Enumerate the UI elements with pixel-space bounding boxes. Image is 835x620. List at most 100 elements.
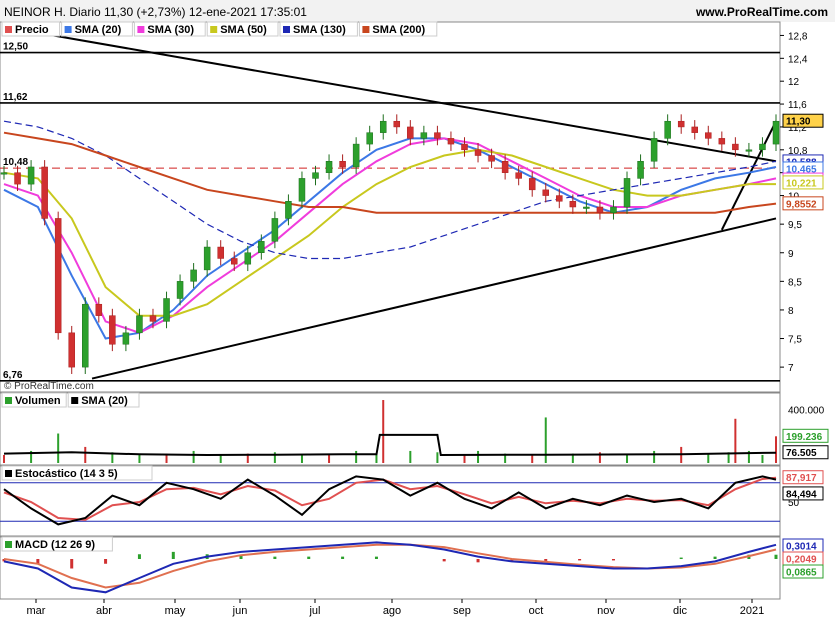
volume-sma-line [3, 433, 777, 457]
price-candle [285, 201, 292, 219]
macd-histogram-bar [104, 559, 108, 564]
price-candle [0, 172, 8, 175]
price-legend-chip [358, 21, 438, 37]
price-candle [650, 138, 658, 162]
series-line-sma-30 [3, 137, 777, 334]
price-candle [691, 126, 698, 133]
price-candle [677, 120, 685, 128]
price-legend-chip [1, 21, 61, 37]
price-legend-label: SMA (30) [147, 24, 194, 36]
price-tick-label: 11,6 [788, 100, 807, 111]
price-candle [203, 246, 211, 271]
volume-bar [219, 454, 222, 463]
month-axis: mar abr may jun jul ago sep oct nov dic 2021 [27, 599, 764, 617]
price-tick-label: 7 [788, 363, 794, 374]
price-legend-chip [206, 21, 279, 37]
volume-plot [3, 400, 777, 463]
price-tick-label: 8 [788, 306, 794, 317]
price-legend-chip [279, 21, 358, 37]
price-candle [190, 269, 197, 282]
level-label: 12,50 [3, 42, 28, 53]
macd-histogram-bar [36, 559, 40, 564]
volume-legend-chip [67, 392, 140, 408]
month-label: dic [673, 605, 688, 617]
price-legend-label: Precio [15, 24, 49, 36]
macd-histogram-bar [713, 556, 717, 559]
price-candle [434, 132, 441, 139]
stochastic-panel [0, 465, 781, 537]
stochastic-tick-label: 50 [788, 498, 800, 509]
price-legend-label: SMA (130) [293, 24, 346, 36]
volume-bar [707, 453, 710, 463]
price-candle [149, 315, 157, 322]
month-label: jul [308, 605, 320, 617]
price-candle [122, 332, 130, 345]
stochastic-k-line [3, 475, 777, 526]
price-tick-label: 7,5 [788, 335, 802, 346]
site-credit: www.ProRealTime.com [695, 5, 828, 19]
stochastic-legend-chip [1, 465, 153, 481]
volume-bar [477, 450, 480, 463]
month-label: abr [96, 605, 112, 617]
volume-bar [192, 450, 195, 463]
price-candle [759, 143, 766, 151]
price-candle [447, 138, 455, 145]
macd-histogram-bar [2, 559, 6, 562]
volume-bar [598, 452, 601, 463]
volume-bar [375, 453, 378, 463]
price-tick-label: 12 [788, 77, 800, 88]
price-value-tag [782, 175, 824, 190]
volume-legend: Volumen SMA (20) [1, 392, 140, 408]
volume-bar [138, 454, 141, 463]
volume-bar [57, 433, 60, 463]
price-candle [82, 303, 89, 368]
volume-bar [775, 436, 777, 463]
stochastic-plot [0, 475, 780, 526]
price-candle [515, 172, 522, 179]
macd-histogram-bar [307, 556, 311, 559]
price-candle [393, 120, 401, 128]
price-legend: Precio SMA (20) SMA (30) SMA (50) SMA (130) S… [1, 21, 438, 37]
price-candle [610, 206, 617, 213]
macd-histogram-bar [273, 556, 277, 559]
stochastic-value-tag [782, 470, 824, 485]
price-candle [54, 218, 62, 334]
price-candle [352, 143, 360, 168]
volume-bar [355, 450, 358, 463]
macd-histogram-bar [679, 557, 683, 559]
price-candle [718, 138, 726, 145]
price-legend-swatch [137, 26, 145, 33]
price-candle [14, 172, 21, 185]
volume-bar [328, 453, 331, 463]
month-label: nov [597, 605, 615, 617]
price-candle [528, 178, 536, 191]
macd-histogram-bar [374, 556, 378, 559]
volume-legend-label: SMA (20) [81, 395, 128, 407]
volume-legend-swatch [71, 397, 79, 404]
volume-value-tag [782, 428, 829, 443]
volume-legend-chip [1, 392, 67, 408]
header-bar [0, 0, 835, 22]
macd-legend-swatch [5, 541, 12, 548]
level-label: 10,48 [3, 157, 28, 168]
stochastic-value-tag [782, 486, 824, 501]
price-candle [41, 166, 48, 219]
price-candle [95, 303, 103, 316]
series-line-sma-50 [3, 148, 776, 317]
price-tick-label: 8,5 [788, 277, 802, 288]
price-candle [569, 201, 577, 208]
volume-bar [409, 450, 412, 463]
price-candle [163, 298, 170, 322]
price-candle [420, 132, 428, 139]
macd-legend: MACD (12 26 9) [1, 536, 113, 552]
price-candle [339, 161, 346, 168]
price-candle [366, 132, 373, 145]
stochastic-legend-swatch [5, 470, 12, 477]
price-value-tag-label: 10,465 [786, 164, 817, 175]
stochastic-legend-label: Estocástico (14 3 5) [15, 468, 118, 480]
price-candle [623, 178, 631, 208]
price-candle [664, 120, 671, 139]
price-legend-chip [133, 21, 206, 37]
price-candle [556, 195, 563, 202]
month-label: oct [529, 605, 544, 617]
